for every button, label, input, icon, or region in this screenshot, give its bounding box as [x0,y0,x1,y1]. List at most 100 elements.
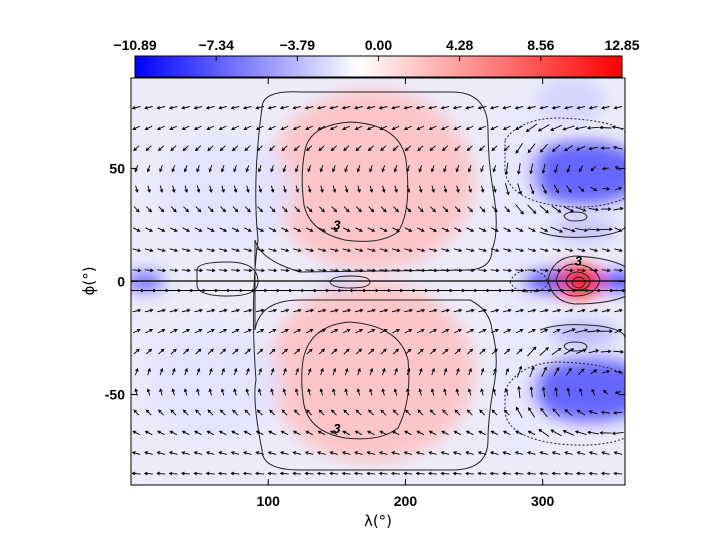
wind-vector [453,268,463,273]
y-tick-label: 50 [109,160,125,176]
wind-vector [344,367,349,376]
wind-vector [539,347,549,356]
wind-vector [599,227,613,232]
wind-vector [171,388,176,396]
wind-vector [221,185,225,193]
wind-vector [551,105,561,110]
wind-vector [330,227,339,232]
wind-vector [317,248,327,253]
wind-vector [243,430,252,436]
wind-vector [491,348,498,355]
wind-vector [515,329,524,334]
wind-vector [553,184,559,194]
wind-vector [466,409,473,416]
wind-vector [133,409,140,416]
wind-vector [550,226,564,233]
wind-vector [170,206,177,213]
wind-vector [145,348,153,355]
wind-vector [208,388,213,396]
wind-vector [467,388,472,396]
wind-vector [158,348,165,355]
wind-vector [318,329,326,334]
wind-vector [355,409,362,416]
wind-vector [220,206,227,213]
wind-vector [577,248,586,253]
colorbar-tick-label: 4.28 [446,37,473,53]
wind-vector [431,367,435,376]
wind-vector [341,451,351,455]
wind-vector [491,409,498,416]
wind-vector [406,165,410,173]
wind-vector [342,430,351,436]
wind-vector [193,105,203,110]
wind-vector [416,329,425,334]
colorbar-tick-label: −7.34 [198,37,234,53]
wind-vector [316,105,326,110]
wind-vector [528,407,536,418]
wind-vector [478,268,488,273]
wind-vector [295,185,300,193]
wind-vector [602,369,611,374]
wind-vector [168,451,178,455]
wind-vector [416,248,426,253]
wind-vector [467,206,474,213]
wind-vector [492,165,497,173]
wind-vector [205,471,215,476]
wind-vector [209,367,213,376]
wind-vector [194,308,204,313]
wind-vector [502,125,511,130]
wind-vector [196,388,200,396]
wind-vector [182,348,190,355]
wind-vector [368,348,375,355]
wind-vector [563,105,573,110]
wind-vector [304,471,314,476]
wind-vector [452,105,462,110]
wind-vector [466,329,475,334]
contour-north-band [539,225,625,238]
wind-vector [132,430,141,436]
wind-vector [614,268,624,273]
wind-vector [170,348,177,355]
wind-vector [381,185,386,193]
wind-vector [156,451,166,455]
wind-vector [564,248,574,253]
wind-vector [501,471,512,476]
wind-vector [243,125,252,130]
wind-vector [332,388,336,396]
wind-vector [306,206,313,213]
wind-vector [404,430,412,436]
wind-vector [540,407,548,418]
wind-vector [563,206,575,213]
wind-vector [270,388,274,396]
wind-vector [232,348,239,355]
wind-vector [132,227,141,232]
wind-vector [355,145,362,152]
wind-vector [355,227,363,232]
wind-vector [305,248,315,253]
wind-vector [577,368,585,376]
wind-vector [292,105,302,110]
wind-vector [219,145,226,152]
wind-vector [255,105,265,110]
wind-vector [366,451,376,455]
wind-vector [169,248,179,253]
y-tick-label: -50 [105,387,125,403]
wind-vector [514,451,524,455]
wind-vector [588,471,598,476]
wind-vector [563,348,575,355]
wind-vector [156,471,166,476]
wind-vector [504,182,510,196]
wind-vector [418,388,423,396]
wind-vector [207,145,214,152]
wind-vector [367,248,376,253]
wind-vector [464,471,475,476]
wind-vector [527,346,537,357]
wind-vector [354,308,364,313]
wind-vector [440,105,450,110]
wind-vector [342,227,351,232]
wind-vector [551,471,561,476]
wind-vector [317,430,326,436]
field-blob [494,281,536,463]
wind-vector [406,367,411,376]
wind-vector [305,430,313,436]
